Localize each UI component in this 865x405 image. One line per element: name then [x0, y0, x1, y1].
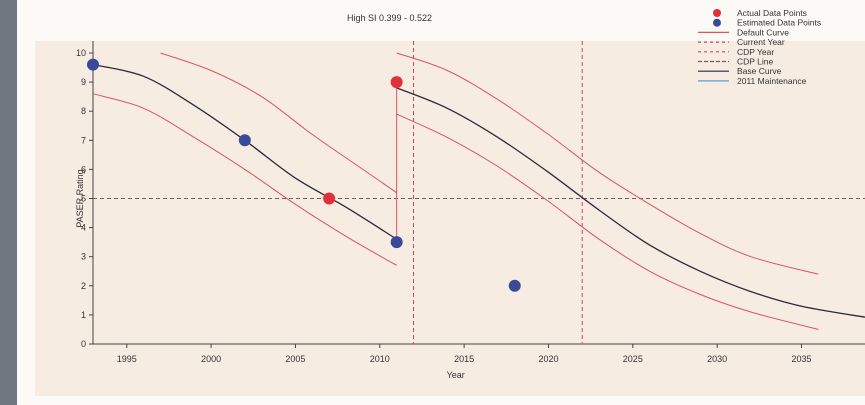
estimated-data-point [508, 279, 521, 292]
default-curve-segment [396, 113, 819, 330]
x-tick-label: 2030 [707, 354, 727, 364]
estimated-data-point [390, 236, 403, 249]
plot-area: 0 1 2 3 4 5 6 7 8 9 10 1995 2000 2005 2010 2015 2020 2025… [35, 41, 865, 396]
legend-label-base-curve: Base Curve [737, 66, 782, 76]
legend-label-actual-data-points: Actual Data Points [737, 8, 807, 18]
legend-swatch-actual-data-points [713, 9, 721, 17]
base-curve-segment [396, 87, 865, 318]
y-tick-label: 0 [81, 339, 86, 349]
default-curve-segment [160, 52, 397, 194]
chart-title: High SI 0.399 - 0.522 [347, 13, 432, 23]
actual-data-point [323, 192, 336, 205]
y-tick-label: 9 [81, 77, 86, 87]
legend-label-2011-maintenance: 2011 Maintenance [737, 76, 807, 86]
plot-frame [93, 41, 865, 344]
legend-label-cdp-year: CDP Year [737, 47, 774, 57]
x-tick-label: 2010 [370, 354, 390, 364]
y-tick-label: 5 [81, 194, 86, 204]
x-tick-label: 1995 [117, 354, 137, 364]
y-tick-label: 2 [81, 281, 86, 291]
x-tick-label: 2020 [538, 354, 558, 364]
default-curve-segment [92, 93, 397, 266]
default-curve-segment [396, 52, 819, 275]
legend-label-cdp-line: CDP Line [737, 57, 773, 67]
x-tick-label: 2035 [792, 354, 812, 364]
x-tick-label: 2005 [285, 354, 305, 364]
actual-data-point [390, 76, 403, 89]
y-axis-label: PASER Rating [75, 169, 85, 227]
estimated-data-point [87, 58, 99, 71]
legend-label-current-year: Current Year [737, 37, 785, 47]
x-tick-label: 2025 [623, 354, 643, 364]
y-tick-label: 4 [81, 223, 86, 233]
y-tick-label: 6 [81, 164, 86, 174]
legend-label-estimated-data-points: Estimated Data Points [737, 18, 821, 28]
y-tick-label: 8 [81, 106, 86, 116]
y-tick-label: 1 [81, 310, 86, 320]
x-axis-label: Year [447, 370, 465, 380]
x-tick-label: 2000 [201, 354, 221, 364]
y-tick-label: 10 [76, 48, 86, 58]
x-tick-label: 2015 [454, 354, 474, 364]
estimated-data-point [238, 134, 251, 147]
legend-label-default-curve: Default Curve [737, 27, 789, 37]
chart-page: High SI 0.399 - 0.522 0 1 2 3 4 5 6 7 8 9 10 1995 20… [17, 0, 865, 405]
y-tick-label: 3 [81, 252, 86, 262]
y-tick-label: 7 [81, 135, 86, 145]
legend-swatch-estimated-data-points [713, 18, 721, 27]
paser-rating-chart: High SI 0.399 - 0.522 0 1 2 3 4 5 6 7 8 9 10 1995 20… [35, 8, 865, 396]
